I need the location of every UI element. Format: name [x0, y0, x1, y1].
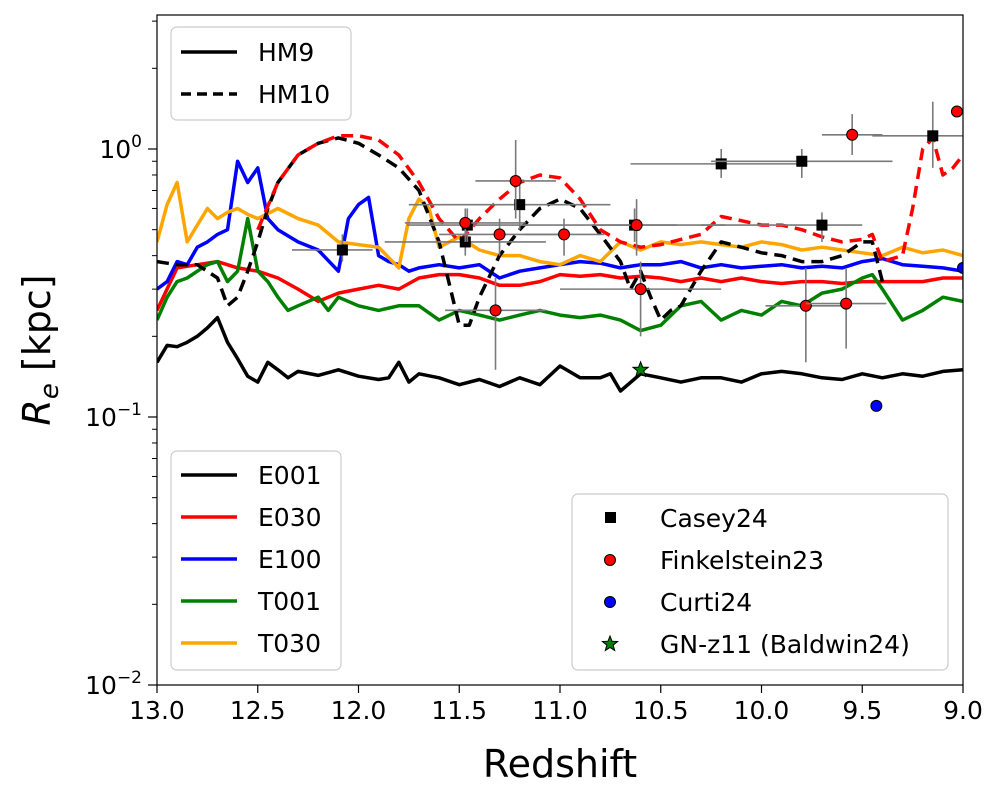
- obs-finkelstein23-point: [445, 278, 546, 370]
- obs-finkelstein23-point: [596, 199, 677, 256]
- x-tick-label: 13.0: [129, 696, 185, 725]
- obs-finkelstein23-point: [821, 114, 883, 155]
- marker-circle: [509, 174, 522, 187]
- legend-gnz11-label: GN-z11 (Baldwin24): [660, 630, 910, 659]
- marker-circle: [459, 216, 472, 229]
- marker-square: [514, 199, 526, 211]
- obs-finkelstein23-point: [475, 140, 556, 219]
- marker-circle: [630, 219, 643, 232]
- x-tick-label: 10.5: [633, 696, 689, 725]
- legend-e030-label: E030: [258, 503, 322, 532]
- legend-e100-label: E100: [258, 545, 322, 574]
- obs-casey24-point: [701, 212, 863, 242]
- legend-e001-label: E001: [258, 461, 322, 490]
- legend-curti24-label: Curti24: [660, 588, 752, 617]
- legend-models: E001 E030 E100 T001 T030: [170, 450, 342, 671]
- legend-line-style: HM9 HM10: [170, 26, 352, 121]
- tick-layer: 13.0 12.5 12.0 11.5 11.0 10.5 10.0 9.5 9.0 10−2 10…: [85, 20, 983, 725]
- marker-square: [336, 244, 348, 256]
- obs-finkelstein23-point: [805, 267, 887, 349]
- y-axis-label-symbol: R: [15, 399, 59, 425]
- series-layer: [157, 134, 963, 393]
- series-e030-hm9: [157, 259, 963, 312]
- obs-casey24-point: [711, 149, 893, 178]
- marker-circle: [558, 228, 571, 241]
- legend-gnz11-marker: [601, 634, 619, 652]
- observation-layer: [292, 101, 963, 412]
- marker-square: [796, 155, 808, 167]
- y-axis-label-subscript: e: [35, 383, 65, 399]
- marker-square: [816, 219, 828, 231]
- marker-circle: [870, 399, 883, 412]
- marker-circle: [840, 297, 853, 310]
- legend-observations: Casey24 Finkelstein23 Curti24 GN-z11 (Ba…: [571, 493, 949, 671]
- marker-circle: [846, 128, 859, 141]
- marker-square: [927, 130, 939, 142]
- marker-circle: [493, 228, 506, 241]
- x-tick-label: 10.0: [734, 696, 790, 725]
- legend-casey24-label: Casey24: [660, 504, 768, 533]
- series-e001-hm9: [157, 315, 963, 393]
- legend-casey24-marker: [605, 512, 616, 523]
- y-tick-label: 10−1: [85, 400, 142, 432]
- marker-star: [631, 360, 650, 378]
- marker-circle: [957, 261, 963, 274]
- obs-casey24-point: [292, 234, 373, 262]
- obs-gn-z11-baldwin24-point: [631, 360, 650, 378]
- obs-finkelstein23-point: [523, 218, 605, 256]
- marker-square: [715, 158, 727, 170]
- obs-finkelstein23-point: [560, 261, 722, 337]
- series-t001-hm9: [157, 216, 963, 333]
- y-axis-label-unit: [kpc]: [15, 274, 59, 383]
- series-t030-hm9: [157, 180, 963, 270]
- marker-circle: [799, 299, 812, 312]
- obs-finkelstein23-point: [404, 208, 526, 242]
- x-tick-label: 11.5: [431, 696, 487, 725]
- x-tick-label: 9.0: [943, 696, 983, 725]
- legend-models-frame: [170, 450, 342, 671]
- y-tick-label: 100: [99, 132, 142, 164]
- legend-observations-frame: [571, 493, 949, 671]
- x-tick-label: 12.5: [230, 696, 286, 725]
- legend-t030-label: T030: [257, 629, 321, 658]
- obs-finkelstein23-point: [950, 105, 963, 118]
- marker-circle: [950, 105, 963, 118]
- marker-circle: [634, 283, 647, 296]
- x-tick-label: 9.5: [842, 696, 882, 725]
- y-tick-label: 10−2: [85, 668, 142, 700]
- obs-curti24-point: [957, 249, 963, 290]
- legend-hm9-label: HM9: [258, 38, 314, 67]
- y-axis-label: Re [kpc]: [15, 274, 65, 425]
- x-axis-label: Redshift: [483, 742, 637, 786]
- marker-circle: [489, 304, 502, 317]
- obs-casey24-point: [408, 182, 611, 230]
- series-e001-hm10: [157, 136, 885, 327]
- obs-casey24-point: [630, 149, 802, 178]
- legend-finkelstein23-label: Finkelstein23: [660, 546, 824, 575]
- series-e030-hm10: [256, 134, 963, 264]
- obs-curti24-point: [870, 399, 883, 412]
- obs-casey24-point: [872, 101, 963, 168]
- series-e100-hm9: [157, 159, 963, 291]
- x-tick-label: 12.0: [331, 696, 387, 725]
- legend-hm10-label: HM10: [258, 80, 330, 109]
- legend-t001-label: T001: [257, 587, 321, 616]
- legend-curti24-marker: [604, 596, 616, 608]
- x-tick-label: 11.0: [532, 696, 588, 725]
- legend-finkelstein23-marker: [604, 554, 616, 566]
